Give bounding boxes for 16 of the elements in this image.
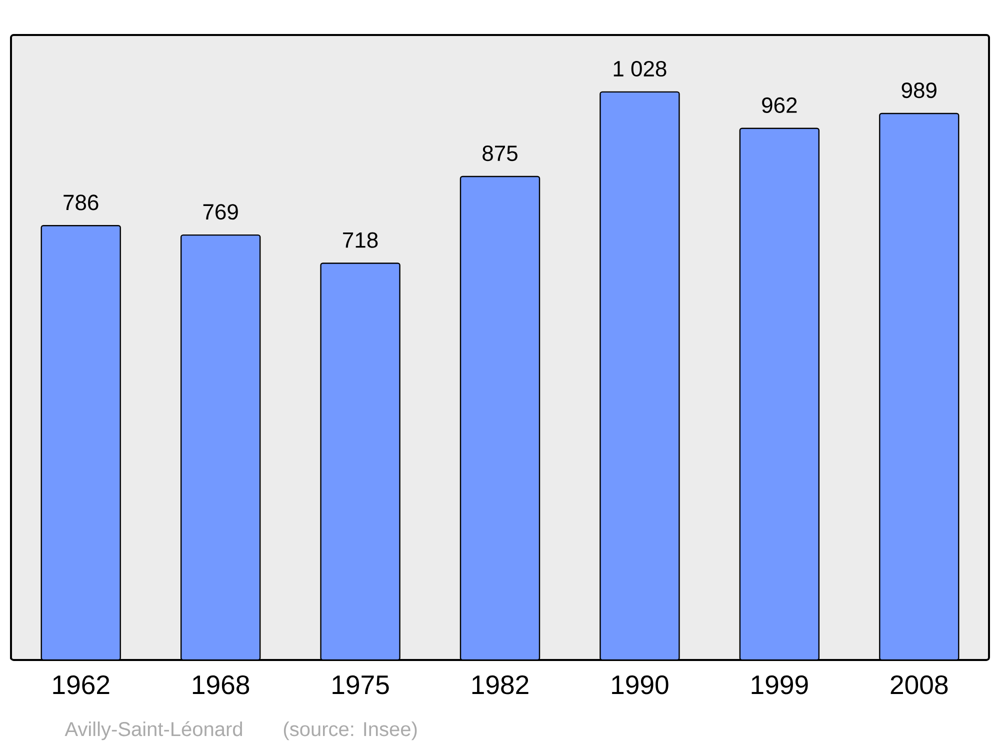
x-tick-label: 1982: [472, 675, 528, 694]
data-label: 718: [343, 232, 378, 248]
text: Avilly-Saint-Léonard: [64, 721, 242, 740]
data-label: 875: [482, 146, 518, 162]
data-label: 962: [762, 97, 797, 114]
x-tick-label: 1999: [752, 675, 808, 694]
x-tick-label: 1968: [192, 675, 250, 694]
text: (source: Insee): [284, 722, 417, 740]
x-tick-label: 1990: [612, 675, 668, 694]
x-tick-label: 1962: [53, 675, 110, 694]
data-label: 769: [203, 204, 238, 220]
x-tick-label: 2008: [890, 675, 948, 694]
x-tick-label: 1975: [332, 675, 389, 694]
data-label: 786: [64, 194, 98, 210]
data-label: 1 028: [614, 60, 666, 77]
data-label: 989: [902, 82, 936, 98]
